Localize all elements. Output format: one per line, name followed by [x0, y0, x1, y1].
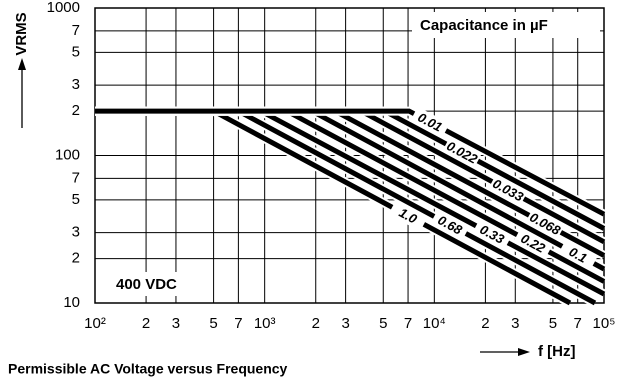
series-label-group: 1.0: [388, 200, 428, 232]
line: [95, 108, 606, 217]
y-tick-label: 3: [72, 224, 80, 241]
y-tick-label: 2: [72, 102, 80, 119]
y-tick-label: 5: [72, 191, 80, 208]
y-tick-label: 1000: [47, 0, 80, 16]
y-tick-label: 7: [72, 169, 80, 186]
y-tick-label: 7: [72, 22, 80, 39]
x-arrowhead: [518, 348, 530, 356]
annotation-box: [412, 12, 600, 38]
y-tick-label: 2: [72, 250, 80, 267]
x-tick-label: 10²: [84, 315, 106, 332]
x-tick-label: 10³: [254, 315, 276, 332]
series-label-bg: [430, 209, 470, 241]
series-label-bg: [472, 218, 512, 250]
x-tick-label: 7: [404, 315, 412, 332]
series-label-group: 0.1: [558, 239, 598, 271]
series-label-bg: [488, 174, 528, 206]
chart-title: Permissible AC Voltage versus Frequency: [8, 361, 288, 377]
x-tick-label: 3: [172, 315, 180, 332]
x-tick-label: 10⁵: [593, 315, 616, 332]
y-tick-label: 100: [55, 146, 80, 163]
x-tick-label: 2: [481, 315, 489, 332]
y-tick-label: 5: [72, 43, 80, 60]
y-tick-label: 3: [72, 76, 80, 93]
y-axis-label: VRMS: [13, 12, 30, 55]
x-tick-label: 5: [549, 315, 557, 332]
y-arrowhead: [18, 58, 26, 70]
series-label-bg: [513, 227, 553, 259]
x-tick-label: 3: [341, 315, 349, 332]
x-tick-label: 3: [511, 315, 519, 332]
x-tick-label: 5: [209, 315, 217, 332]
series-label-bg: [442, 136, 482, 169]
series-label-bg: [558, 239, 598, 271]
series-label-bg: [410, 106, 450, 138]
annotation-box: [108, 272, 196, 296]
y-tick-label: 10: [63, 294, 80, 311]
x-tick-label: 7: [574, 315, 582, 332]
x-tick-label: 5: [379, 315, 387, 332]
x-tick-label: 7: [234, 315, 242, 332]
annotation: 400 VDC: [116, 276, 177, 293]
x-tick-label: 10⁴: [423, 315, 446, 332]
series-label-bg: [525, 208, 565, 240]
annotation: Capacitance in µF: [420, 17, 548, 34]
plot-frame: [94, 7, 605, 304]
x-tick-label: 2: [142, 315, 150, 332]
series-label-bg: [388, 200, 428, 232]
x-tick-label: 2: [312, 315, 320, 332]
x-axis-label: f [Hz]: [538, 343, 576, 360]
